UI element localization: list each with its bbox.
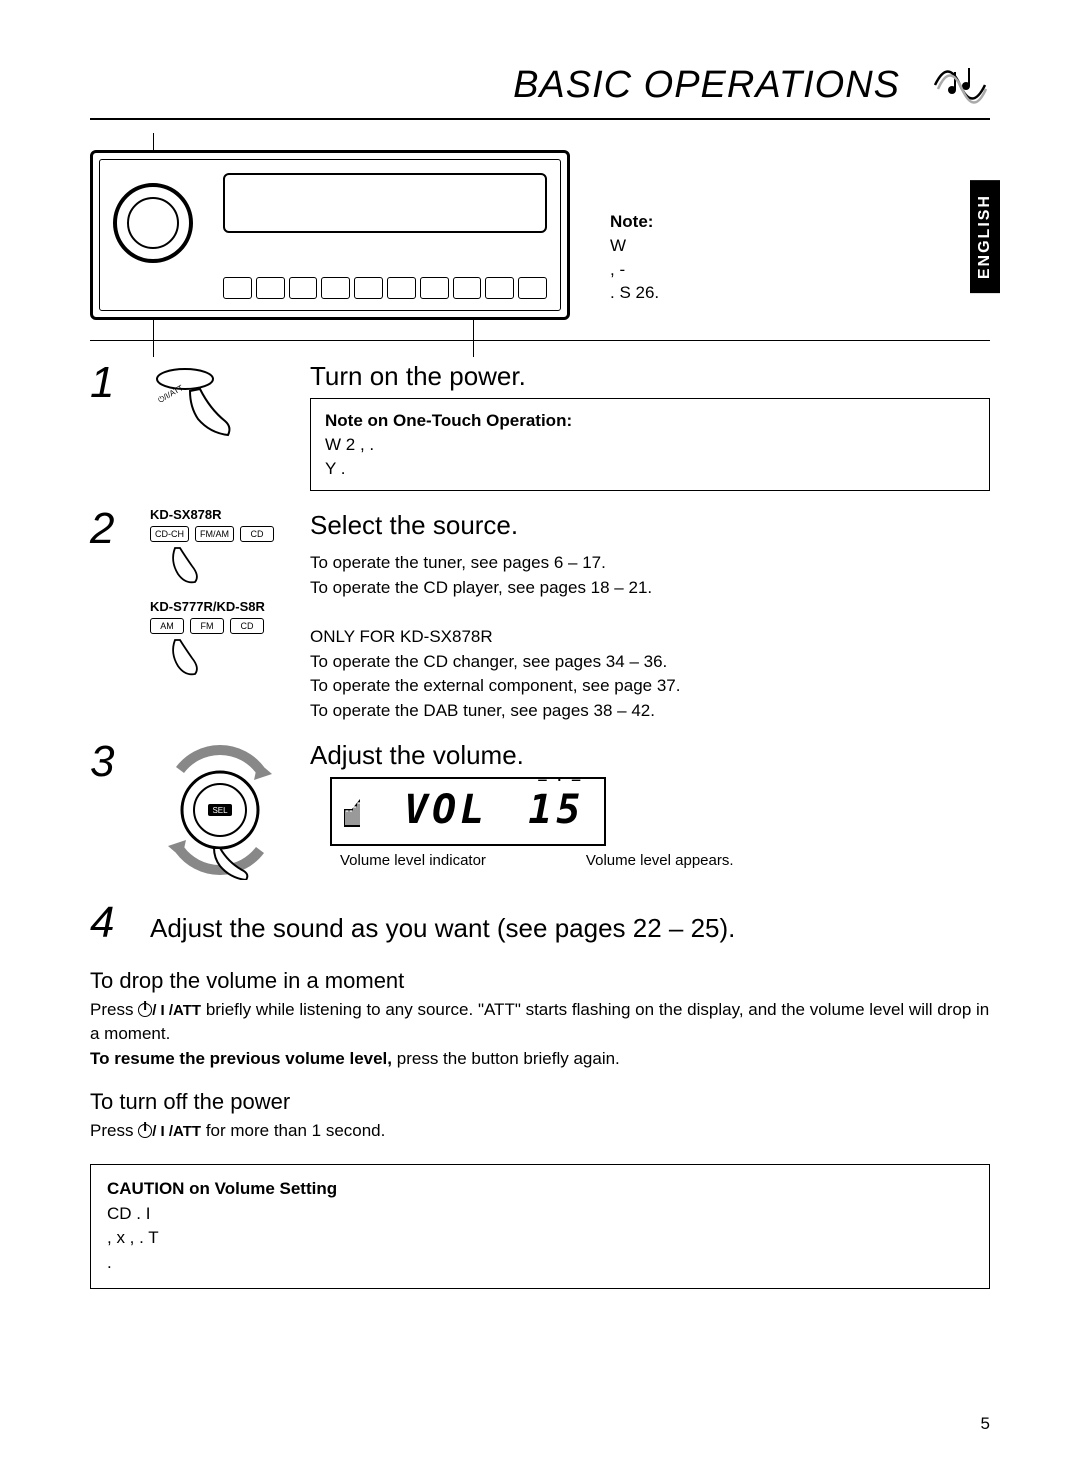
volume-lcd-display: VOL — · — 15 (330, 777, 606, 846)
model-label-b: KD-S777R/KD-S8R (150, 599, 290, 614)
volume-knob-icon: SEL (150, 740, 290, 885)
mini-button: CD-CH (150, 526, 189, 542)
instruction-line: To operate the CD changer, see pages 34 … (310, 650, 990, 675)
step-title: Adjust the sound as you want (see pages … (150, 913, 735, 944)
note-line: . S 26. (610, 283, 659, 302)
step-number: 3 (90, 740, 130, 784)
text-fragment: for more than 1 second. (206, 1121, 386, 1140)
mini-button: AM (150, 618, 184, 634)
turn-off-text: Press / I /ATT for more than 1 second. (90, 1119, 990, 1144)
power-icon (138, 1124, 152, 1138)
step-number: 1 (90, 361, 130, 405)
caution-line: CD . I (107, 1202, 973, 1227)
radio-overview: Note: W , - . S 26. (90, 150, 990, 320)
caution-line: . (107, 1251, 973, 1276)
box-title: Note on One-Touch Operation: (325, 411, 572, 430)
att-icon-label: / I /ATT (152, 1123, 201, 1140)
caution-title: CAUTION on Volume Setting (107, 1177, 973, 1202)
instruction-line: To operate the external component, see p… (310, 674, 990, 699)
power-button-press-icon: ⏻/I/ATT (150, 361, 290, 446)
step-4: 4 Adjust the sound as you want (see page… (90, 901, 990, 950)
power-icon (138, 1003, 152, 1017)
header-rule (90, 118, 990, 120)
text-fragment: press the button briefly again. (397, 1049, 620, 1068)
mini-button: FM (190, 618, 224, 634)
model-label-a: KD-SX878R (150, 507, 290, 522)
finger-press-icon (150, 638, 210, 678)
mini-button: CD (240, 526, 274, 542)
page-number: 5 (981, 1414, 990, 1434)
one-touch-note-box: Note on One-Touch Operation: W 2 , . Y (310, 398, 990, 491)
radio-note: Note: W , - . S 26. (610, 150, 659, 305)
att-icon-label: / I /ATT (152, 1002, 201, 1019)
page-title: BASIC OPERATIONS (513, 64, 900, 107)
speaker-icon (342, 795, 376, 829)
svg-text:SEL: SEL (212, 806, 228, 815)
finger-press-icon (150, 546, 210, 586)
mini-button: CD (230, 618, 264, 634)
instruction-line: To operate the tuner, see pages 6 – 17. (310, 551, 990, 576)
box-line: Y . (325, 459, 345, 478)
only-for-label: ONLY FOR KD-SX878R (310, 625, 990, 650)
caution-line: , x , . T (107, 1226, 973, 1251)
music-notes-icon (930, 60, 990, 110)
text-fragment: Press (90, 1000, 138, 1019)
divider (90, 340, 990, 341)
step-title: Adjust the volume. (310, 740, 990, 771)
step-title: Turn on the power. (310, 361, 990, 392)
instruction-line: To operate the CD player, see pages 18 –… (310, 576, 990, 601)
caution-box: CAUTION on Volume Setting CD . I , x , (90, 1164, 990, 1289)
car-stereo-illustration (90, 150, 570, 320)
header: BASIC OPERATIONS (90, 60, 990, 110)
step-1: 1 ⏻/I/ATT Turn on the power. Note on One… (90, 361, 990, 491)
language-tab: ENGLISH (970, 180, 1000, 293)
mini-button: FM/AM (195, 526, 234, 542)
lcd-vol-label: VOL (404, 787, 488, 833)
note-line: , - (610, 260, 625, 279)
text-fragment: briefly while listening to any source. "… (90, 1000, 989, 1044)
text-fragment: Press (90, 1121, 138, 1140)
instruction-line: To operate the DAB tuner, see pages 38 –… (310, 699, 990, 724)
caption-left: Volume level indicator (340, 852, 486, 869)
note-label: Note: (610, 212, 653, 231)
text-fragment: To resume the previous volume level, (90, 1049, 392, 1068)
step-number: 4 (90, 901, 130, 945)
drop-volume-text: Press / I /ATT briefly while listening t… (90, 998, 990, 1072)
step-2: 2 KD-SX878R CD-CH FM/AM CD KD-S777R/KD-S… (90, 507, 990, 723)
step-3: 3 SEL Adjust the volume. (90, 740, 990, 885)
step-number: 2 (90, 507, 130, 551)
box-line: W 2 , . (325, 435, 374, 454)
lcd-vol-value: 15 (528, 787, 584, 833)
caption-right: Volume level appears. (586, 852, 734, 869)
step-title: Select the source. (310, 507, 990, 545)
turn-off-heading: To turn off the power (90, 1089, 990, 1115)
note-line: W (610, 236, 626, 255)
drop-volume-heading: To drop the volume in a moment (90, 968, 990, 994)
source-buttons-icon: KD-SX878R CD-CH FM/AM CD KD-S777R/KD-S8R… (150, 507, 290, 683)
